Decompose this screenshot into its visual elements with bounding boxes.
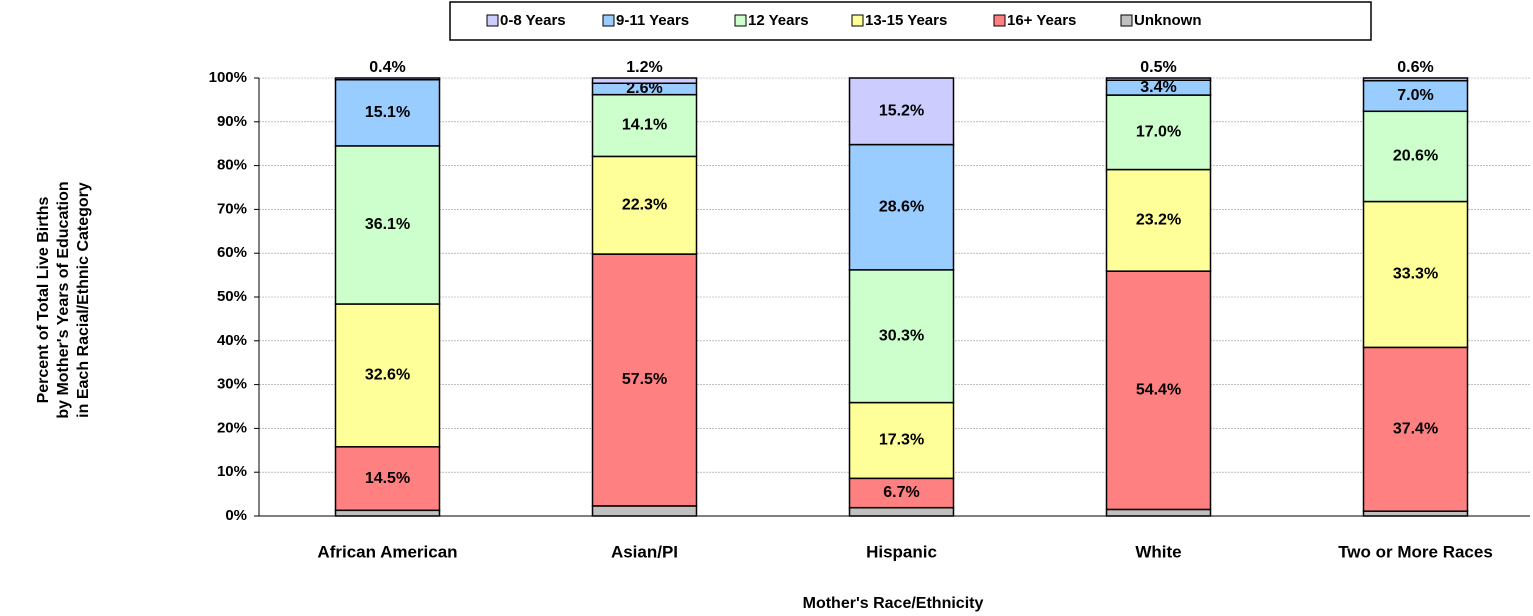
bar-segment [848, 401, 955, 480]
legend-swatch [851, 14, 864, 27]
data-label: 37.4% [1393, 420, 1438, 437]
y-tick-label: 70% [217, 200, 247, 217]
y-tick-label: 20% [217, 419, 247, 436]
bar-segment [848, 77, 955, 146]
data-label: 22.3% [622, 196, 667, 213]
x-tick-label: Two or More Races [1338, 542, 1493, 561]
y-tick-label: 100% [209, 69, 247, 86]
legend-swatch [993, 14, 1006, 27]
legend-swatch [1120, 14, 1133, 27]
x-tick-label: White [1135, 542, 1181, 561]
x-tick-label: Hispanic [866, 542, 937, 561]
bar-segment [591, 155, 698, 255]
bar-segment [591, 77, 698, 85]
legend-label: 16+ Years [1007, 12, 1076, 29]
data-label: 23.2% [1136, 212, 1181, 229]
y-tick-label: 50% [217, 288, 247, 305]
y-tick-label: 80% [217, 157, 247, 174]
bar-segment [334, 77, 441, 81]
legend-swatch [486, 14, 499, 27]
bar-segment [1362, 79, 1469, 113]
data-label: 0.4% [369, 59, 405, 76]
x-tick-label: Asian/PI [611, 542, 678, 561]
y-tick-label: 60% [217, 244, 247, 261]
x-axis-title: Mother's Race/Ethnicity [803, 595, 984, 612]
bar-segment [334, 446, 441, 512]
data-label: 15.2% [879, 103, 924, 120]
data-label: 7.0% [1397, 87, 1433, 104]
legend-label: 9-11 Years [616, 12, 689, 29]
legend-label: 13-15 Years [865, 12, 947, 29]
legend-label: 0-8 Years [500, 12, 566, 29]
y-tick-label: 0% [225, 507, 247, 524]
bar-segment [334, 303, 441, 448]
y-axis-title: Percent of Total Live Births by Mother's … [35, 181, 92, 418]
y-axis-title-line: by Mother's Years of Education [55, 181, 72, 418]
y-tick-label: 40% [217, 332, 247, 349]
data-label: 0.5% [1140, 59, 1176, 76]
data-label: 33.3% [1393, 266, 1438, 283]
data-label: 17.0% [1136, 124, 1181, 141]
data-label: 6.7% [883, 484, 919, 501]
data-label: 17.3% [879, 432, 924, 449]
bar-segment [1105, 508, 1212, 517]
y-tick-label: 10% [217, 463, 247, 480]
bar-segment [591, 253, 698, 507]
data-label: 36.1% [365, 216, 410, 233]
data-label: 32.6% [365, 367, 410, 384]
bar-segment [1105, 77, 1212, 81]
data-label: 57.5% [622, 371, 667, 388]
legend-swatch [602, 14, 615, 27]
bar-segment [591, 93, 698, 158]
bar-segment [334, 509, 441, 517]
x-tick-label: African American [317, 542, 457, 561]
bar-segment [591, 505, 698, 517]
bar-segment [848, 477, 955, 509]
data-label: 20.6% [1393, 148, 1438, 165]
bar-segment [1362, 200, 1469, 349]
bar-segment [1362, 346, 1469, 512]
legend-swatch [734, 14, 747, 27]
data-label: 3.4% [1140, 79, 1176, 96]
data-label: 2.6% [626, 80, 662, 97]
bar-segment [1105, 270, 1212, 511]
legend-label: Unknown [1134, 12, 1202, 29]
y-tick-label: 30% [217, 376, 247, 393]
data-label: 14.5% [365, 470, 410, 487]
y-axis-title-line: Percent of Total Live Births [35, 196, 52, 403]
bar-segment [1362, 77, 1469, 82]
y-axis-title-line: in Each Racial/Ethnic Category [75, 182, 92, 418]
data-label: 15.1% [365, 104, 410, 121]
data-label: 28.6% [879, 198, 924, 215]
y-tick-label: 90% [217, 113, 247, 130]
data-label: 54.4% [1136, 382, 1181, 399]
data-label: 30.3% [879, 327, 924, 344]
data-label: 14.1% [622, 117, 667, 134]
data-label: 1.2% [626, 59, 662, 76]
legend-label: 12 Years [748, 12, 809, 29]
bar-segment [848, 506, 955, 517]
data-label: 0.6% [1397, 59, 1433, 76]
